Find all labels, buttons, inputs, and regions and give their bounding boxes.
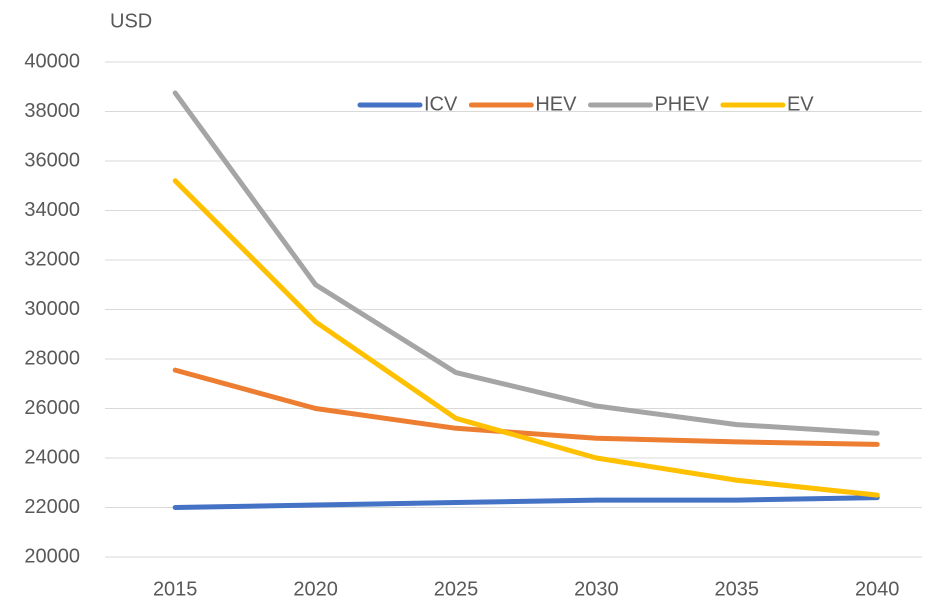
legend-label: PHEV bbox=[654, 93, 709, 115]
legend-label: HEV bbox=[535, 93, 577, 115]
x-tick-label: 2015 bbox=[153, 578, 198, 600]
legend-label: ICV bbox=[424, 93, 458, 115]
y-tick-label: 40000 bbox=[24, 50, 80, 72]
y-tick-label: 38000 bbox=[24, 100, 80, 122]
y-tick-label: 34000 bbox=[24, 199, 80, 221]
legend-label: EV bbox=[787, 93, 814, 115]
x-tick-label: 2020 bbox=[293, 578, 338, 600]
y-tick-label: 30000 bbox=[24, 298, 80, 320]
y-tick-label: 20000 bbox=[24, 545, 80, 567]
x-tick-label: 2030 bbox=[574, 578, 619, 600]
y-tick-label: 28000 bbox=[24, 347, 80, 369]
series-line bbox=[172, 495, 880, 510]
series-line bbox=[172, 178, 880, 498]
series-line bbox=[172, 367, 880, 447]
y-tick-label: 24000 bbox=[24, 446, 80, 468]
y-tick-label: 36000 bbox=[24, 149, 80, 171]
y-tick-label: 22000 bbox=[24, 496, 80, 518]
y-axis-label: USD bbox=[110, 10, 152, 32]
x-tick-label: 2040 bbox=[855, 578, 900, 600]
x-tick-label: 2025 bbox=[434, 578, 479, 600]
y-tick-label: 26000 bbox=[24, 397, 80, 419]
y-tick-label: 32000 bbox=[24, 248, 80, 270]
x-tick-label: 2035 bbox=[715, 578, 760, 600]
series-line bbox=[172, 90, 880, 436]
